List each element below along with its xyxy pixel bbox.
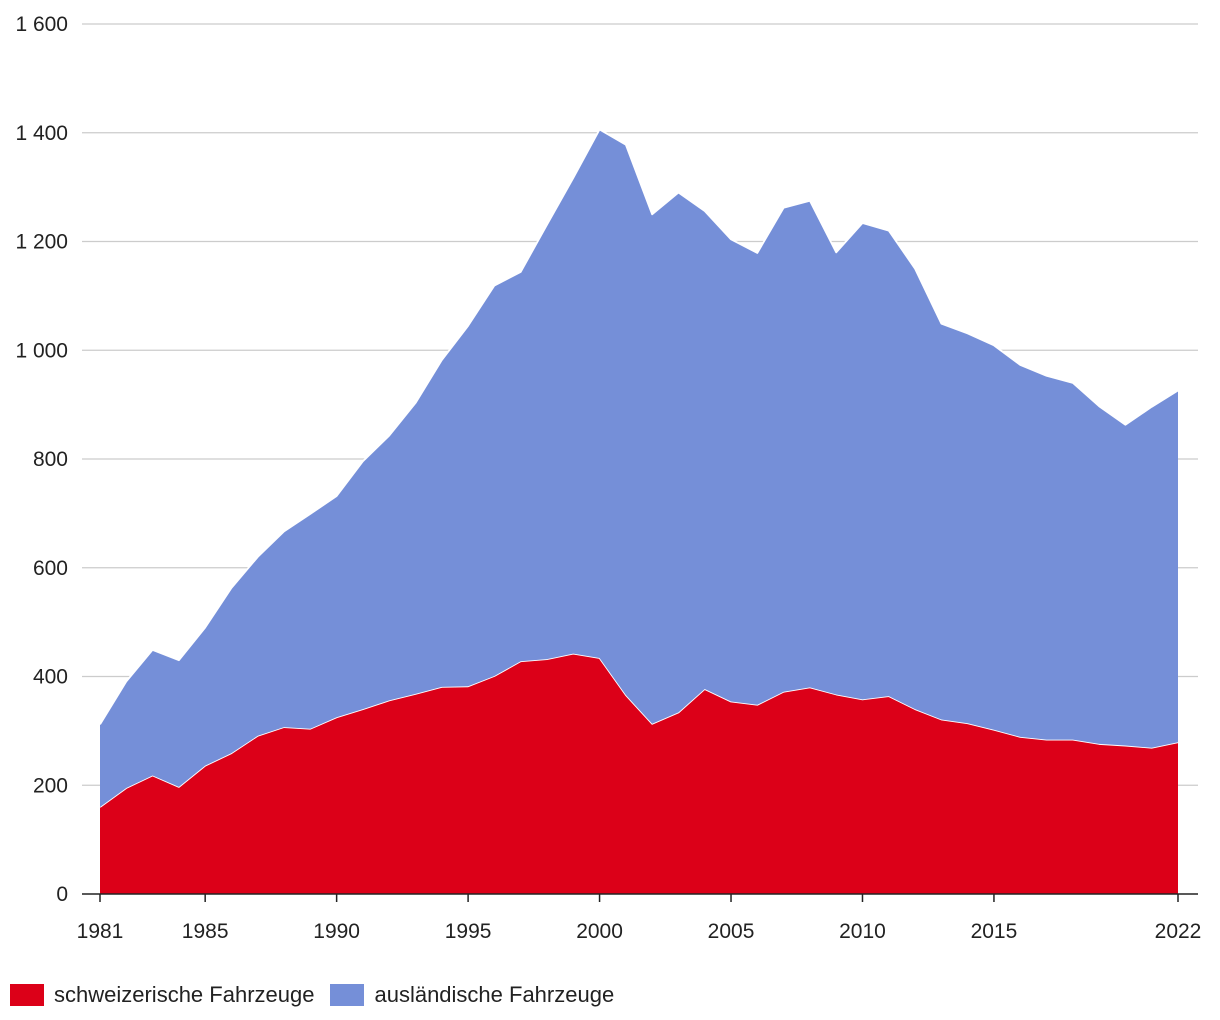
y-tick-label: 0 <box>56 883 68 906</box>
legend-label-swiss: schweizerische Fahrzeuge <box>54 982 315 1007</box>
x-tick-label: 1981 <box>77 920 124 943</box>
x-tick-label: 1985 <box>182 920 229 943</box>
x-tick-label: 2022 <box>1155 920 1202 943</box>
area-foreign <box>100 129 1178 808</box>
legend-label-foreign: ausländische Fahrzeuge <box>374 982 615 1007</box>
legend: schweizerische Fahrzeuge ausländische Fa… <box>10 982 630 1008</box>
y-tick-label: 1 200 <box>15 231 68 254</box>
y-tick-label: 600 <box>33 557 68 580</box>
x-tick-label: 2010 <box>839 920 886 943</box>
area-outline-swiss <box>99 652 1179 808</box>
legend-item-swiss: schweizerische Fahrzeuge <box>10 982 314 1008</box>
x-tick-label: 1995 <box>445 920 492 943</box>
x-tick-label: 2015 <box>971 920 1018 943</box>
x-tick-label: 2005 <box>708 920 755 943</box>
area-outline-foreign <box>99 128 1179 725</box>
y-axis: 0 200 400 600 800 1 000 1 200 1 400 1 600 <box>15 13 68 906</box>
y-tick-label: 1 600 <box>15 13 68 36</box>
legend-item-foreign: ausländische Fahrzeuge <box>330 982 614 1008</box>
x-axis: 1981 1985 1990 1995 2000 2005 2010 2015 2022 <box>77 893 1202 943</box>
legend-swatch-foreign <box>330 984 365 1006</box>
y-tick-label: 1 000 <box>15 339 68 362</box>
legend-swatch-swiss <box>10 984 44 1006</box>
y-tick-label: 1 400 <box>15 122 68 145</box>
y-tick-label: 200 <box>33 774 68 797</box>
area-series <box>99 128 1179 894</box>
x-tick-label: 2000 <box>576 920 623 943</box>
y-tick-label: 800 <box>33 448 68 471</box>
x-tick-label: 1990 <box>313 920 360 943</box>
area-swiss <box>100 653 1178 894</box>
y-tick-label: 400 <box>33 666 68 689</box>
